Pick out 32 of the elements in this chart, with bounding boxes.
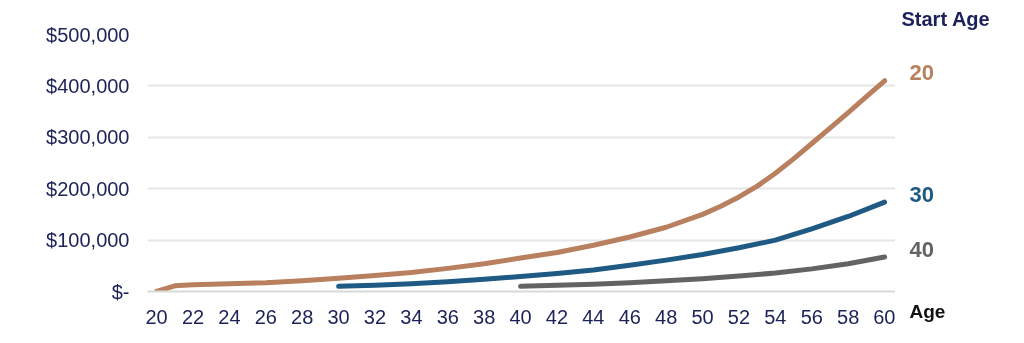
x-tick-label: 36: [436, 305, 459, 328]
x-tick-label: 26: [254, 305, 277, 328]
x-tick-label: 48: [655, 305, 678, 328]
x-axis-title: Age: [909, 300, 946, 322]
x-tick-label: 46: [618, 305, 641, 328]
y-tick-label: $100,000: [46, 229, 130, 252]
x-tick-label: 34: [400, 305, 423, 328]
x-tick-label: 58: [837, 305, 860, 328]
y-tick-label: $-: [111, 280, 130, 303]
x-tick-label: 42: [545, 305, 569, 328]
x-tick-label: 56: [800, 305, 823, 328]
y-tick-label: $400,000: [46, 74, 130, 97]
x-tick-label: 24: [218, 305, 241, 328]
legend-title: Start Age: [901, 7, 990, 30]
x-tick-label: 52: [727, 305, 751, 328]
x-tick-label: 50: [691, 305, 714, 328]
x-tick-label: 44: [582, 305, 605, 328]
x-tick-label: 22: [181, 305, 205, 328]
x-tick-label: 60: [873, 305, 896, 328]
x-tick-label: 38: [473, 305, 496, 328]
series-label: 20: [909, 60, 934, 86]
x-tick-label: 32: [363, 305, 387, 328]
y-tick-label: $300,000: [46, 126, 130, 149]
x-tick-label: 54: [764, 305, 787, 328]
series-label: 40: [909, 236, 934, 262]
x-tick-label: 20: [145, 305, 168, 328]
y-tick-label: $500,000: [46, 23, 130, 46]
x-tick-label: 30: [327, 305, 350, 328]
y-tick-label: $200,000: [46, 177, 130, 200]
series-label: 30: [909, 181, 934, 207]
x-tick-label: 40: [509, 305, 532, 328]
x-tick-label: 28: [291, 305, 314, 328]
